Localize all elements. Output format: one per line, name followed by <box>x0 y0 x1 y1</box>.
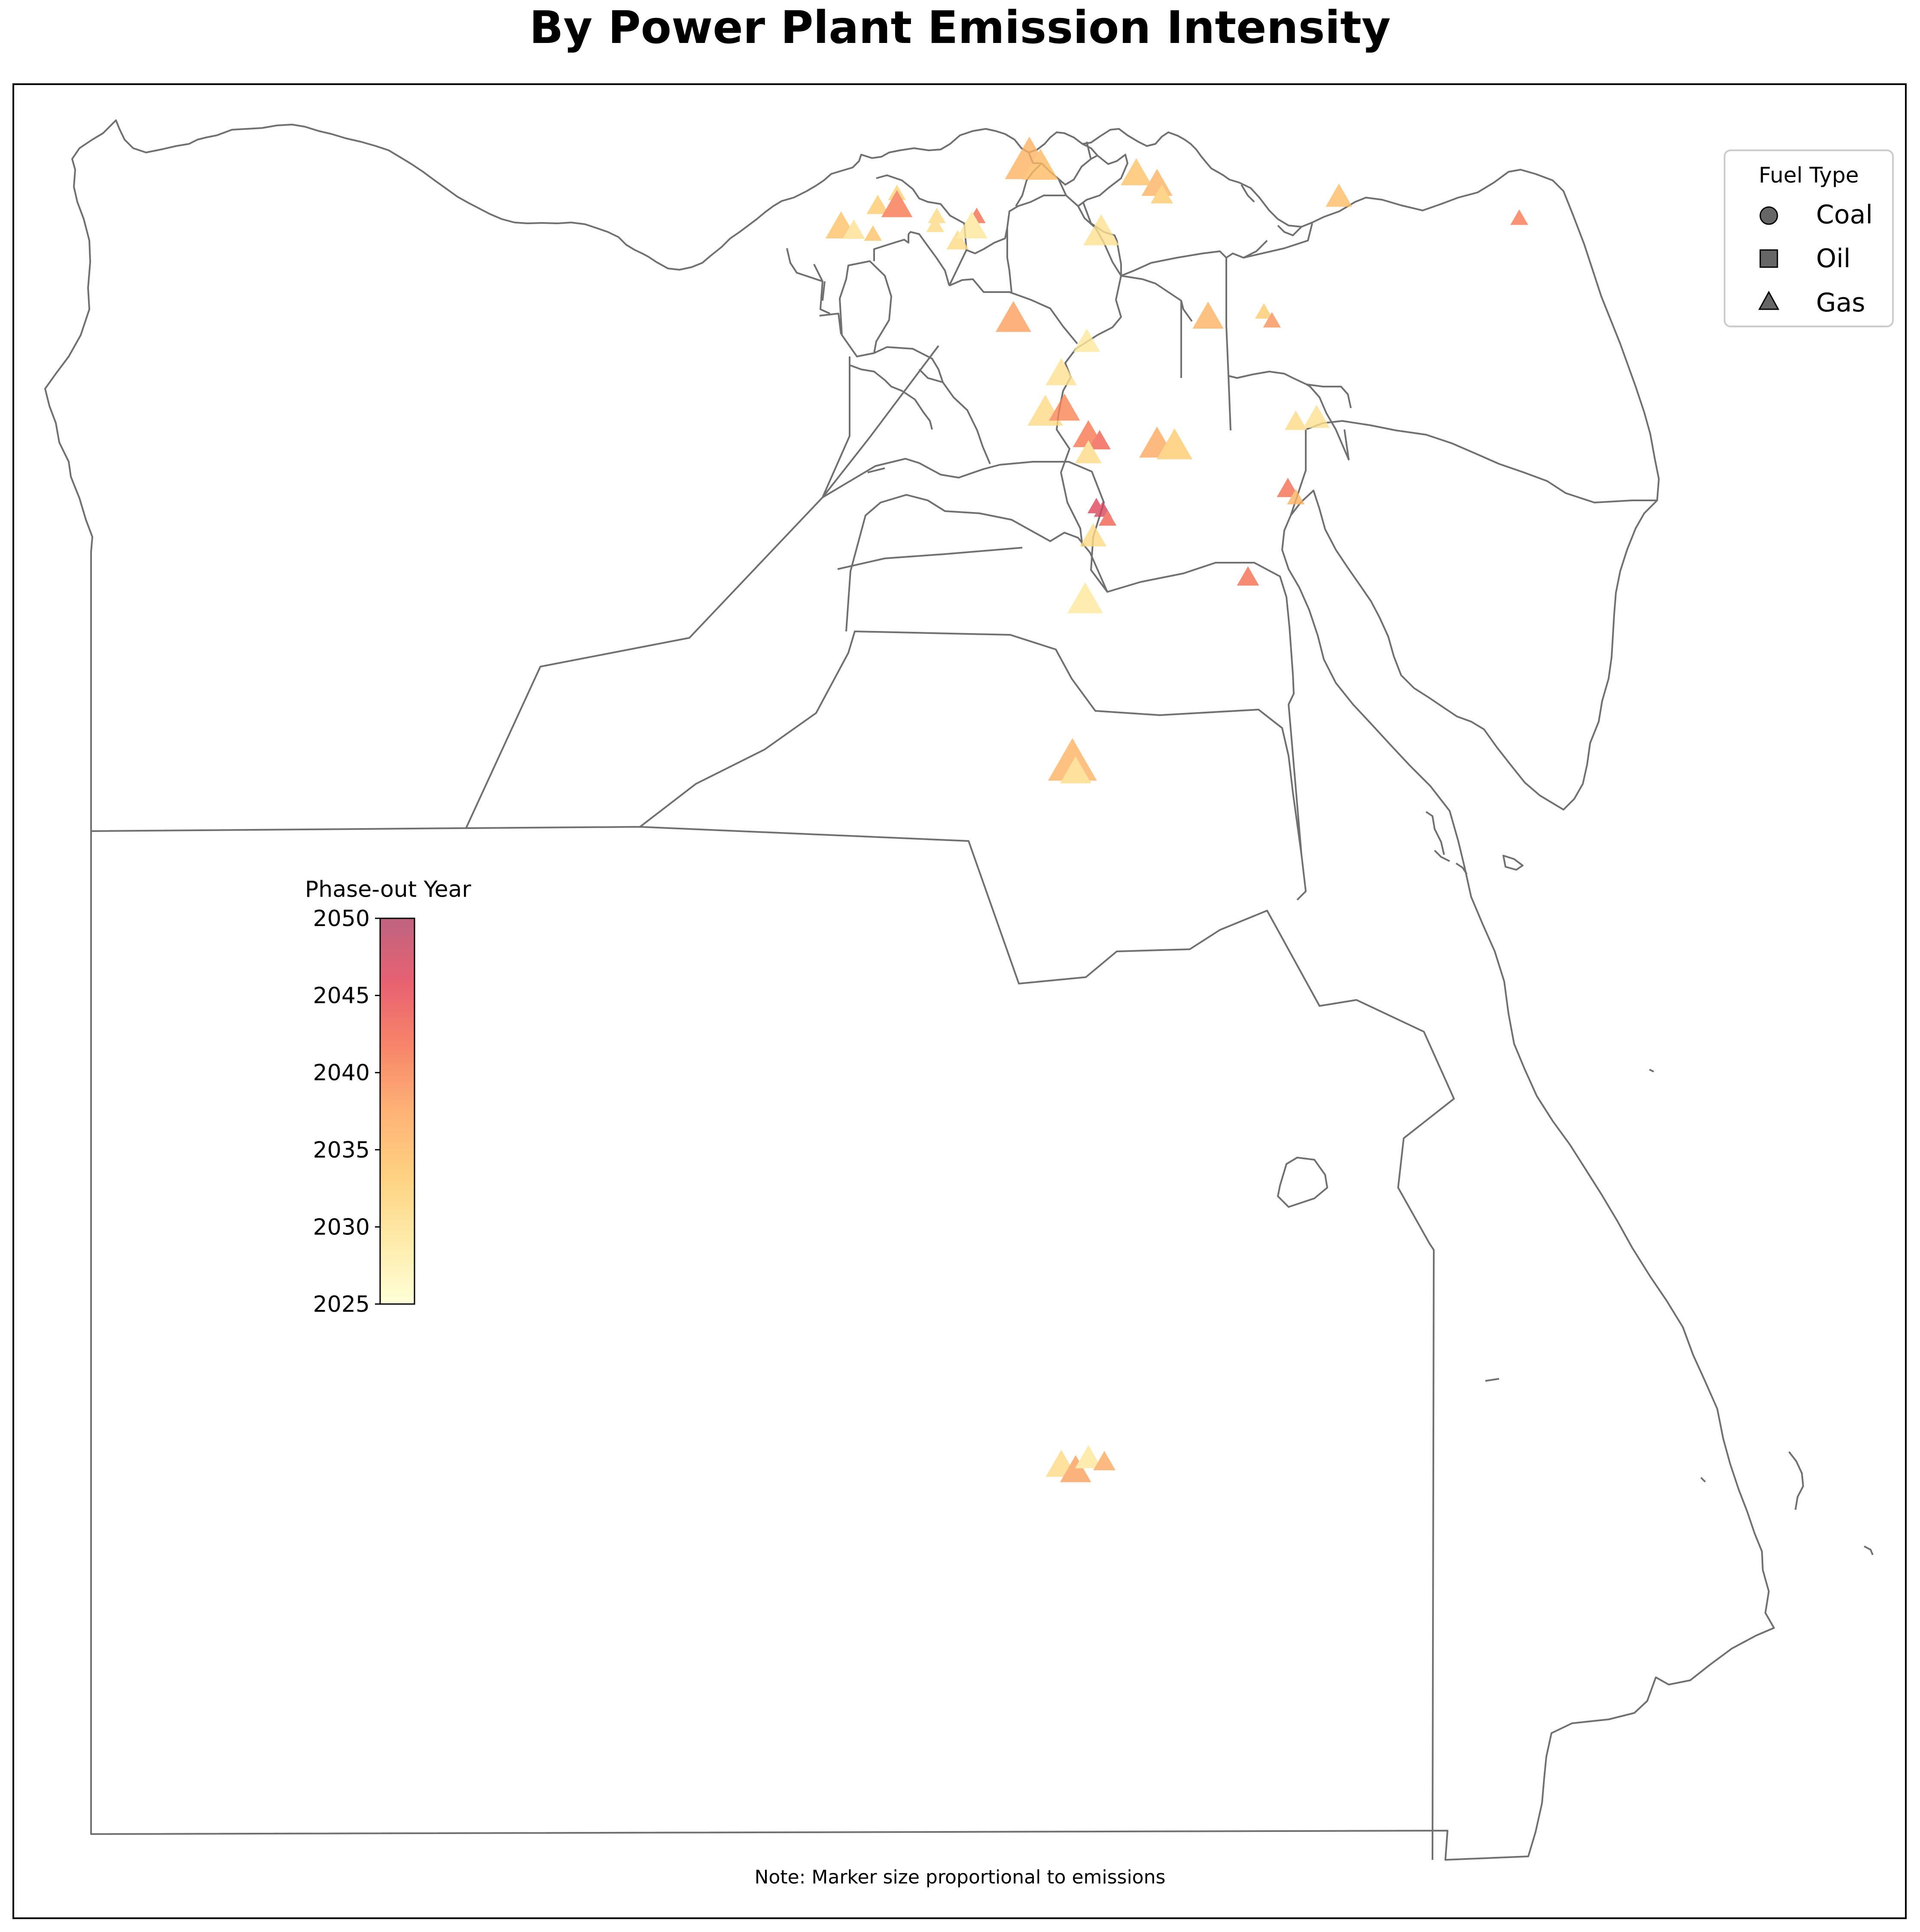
gas-plant-marker <box>1060 756 1091 783</box>
gas-plant-marker <box>1510 209 1528 225</box>
gas-plant-marker <box>1067 582 1103 613</box>
gas-plant-marker <box>866 195 889 214</box>
gas-plant-marker <box>926 216 944 232</box>
gas-plant-marker <box>1192 302 1224 329</box>
colorbar-tick-label: 2040 <box>313 1060 370 1086</box>
country-outline <box>44 119 1775 1861</box>
boundaries-layer <box>44 119 1874 1861</box>
gas-plant-marker <box>1150 184 1173 204</box>
gas-plant-marker <box>1073 329 1100 352</box>
gas-plant-marker <box>1048 738 1097 781</box>
gas-plant-marker <box>1263 312 1281 328</box>
square-icon <box>1759 249 1778 268</box>
legend-item-gas: Gas <box>1758 288 1865 318</box>
gas-plant-marker <box>928 207 946 223</box>
legend-label-gas: Gas <box>1816 288 1865 318</box>
gas-plant-marker <box>946 230 969 250</box>
colorbar-tick-label: 2035 <box>313 1137 370 1163</box>
gas-plant-marker <box>1121 158 1152 186</box>
legend-box <box>1724 149 1894 327</box>
governorate-lines <box>91 141 1657 1860</box>
colorbar-tick-label: 2045 <box>313 983 370 1009</box>
gas-plant-marker <box>1083 214 1119 245</box>
gas-plant-marker <box>881 190 913 217</box>
colorbar-tick-label: 2030 <box>313 1214 370 1240</box>
gas-plant-marker <box>1255 303 1273 319</box>
gas-plant-marker <box>956 211 987 238</box>
gas-plant-marker <box>1023 149 1058 180</box>
gas-plant-marker <box>1093 1451 1115 1470</box>
circle-icon <box>1759 206 1778 225</box>
gas-plant-marker <box>864 225 882 241</box>
map-title: By Power Plant Emission Intensity <box>529 1 1390 54</box>
gas-plant-marker <box>842 219 865 239</box>
map-note: Note: Marker size proportional to emissi… <box>755 1866 1166 1888</box>
gas-plant-marker <box>1326 183 1353 207</box>
gas-plant-marker <box>1098 510 1117 526</box>
triangle-icon <box>1758 290 1780 310</box>
gas-plant-marker <box>1048 393 1080 421</box>
gas-plant-marker <box>1285 410 1307 430</box>
gas-plant-marker <box>1277 478 1299 497</box>
colorbar: Phase-out Year 2025 2030 2035 2040 2045 2050 <box>305 877 471 1317</box>
gas-plant-marker <box>1045 358 1077 385</box>
legend-title: Fuel Type <box>1758 163 1859 188</box>
fuel-legend: Fuel Type Coal Oil Gas <box>1724 149 1894 327</box>
colorbar-title: Phase-out Year <box>305 877 471 902</box>
gas-plant-marker <box>1080 523 1107 547</box>
gas-plant-marker <box>995 301 1031 332</box>
gas-plant-marker <box>1141 169 1173 196</box>
map-frame <box>12 83 1907 1919</box>
colorbar-ticks: 2025 2030 2035 2040 2045 2050 <box>313 906 380 1317</box>
colorbar-tick-label: 2025 <box>313 1292 370 1317</box>
gas-plant-marker <box>1287 489 1305 505</box>
gas-plant-marker <box>1303 405 1330 428</box>
colorbar-gradient <box>379 917 415 1305</box>
plants-layer <box>825 136 1528 1482</box>
colorbar-tick-label: 2050 <box>313 906 370 932</box>
gas-plant-marker <box>1075 440 1102 463</box>
legend-label-coal: Coal <box>1816 200 1873 230</box>
legend-item-oil: Oil <box>1759 244 1851 274</box>
legend-item-coal: Coal <box>1759 200 1873 230</box>
legend-label-oil: Oil <box>1816 244 1851 274</box>
gas-plant-marker <box>1075 1445 1102 1469</box>
gas-plant-marker <box>1237 566 1259 586</box>
gas-plant-marker <box>1088 430 1111 450</box>
gas-plant-marker <box>1157 428 1192 460</box>
gas-plant-marker <box>1060 1455 1091 1482</box>
